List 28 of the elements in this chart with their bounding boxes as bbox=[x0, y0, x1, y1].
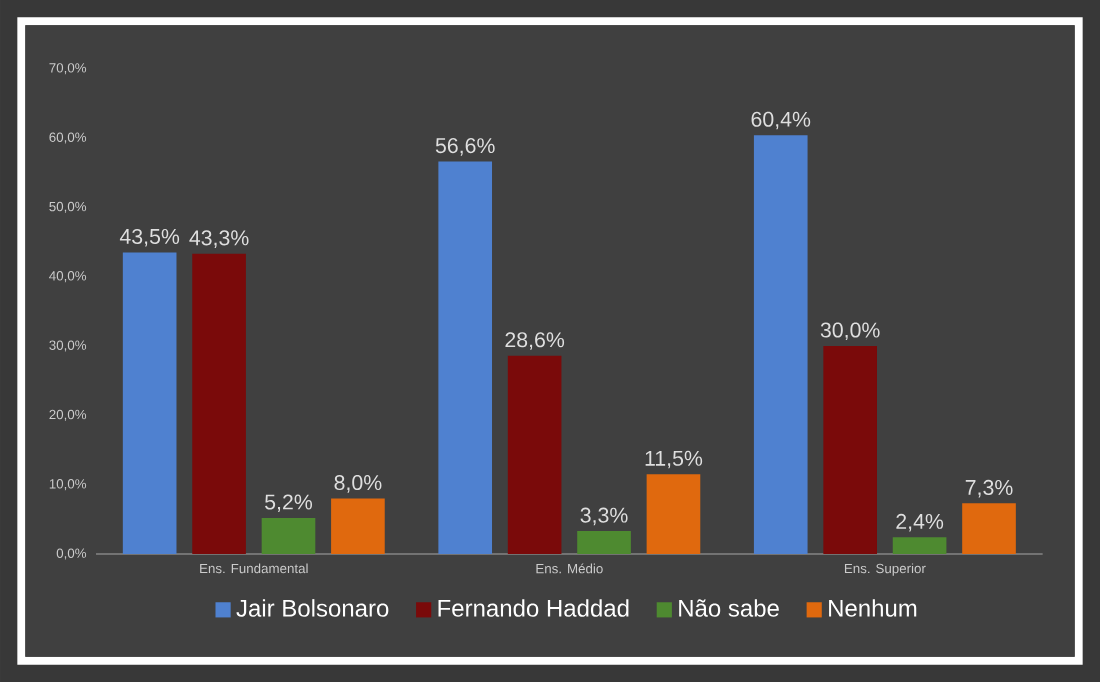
legend-label: Fernando Haddad bbox=[438, 599, 629, 617]
bar bbox=[192, 253, 246, 554]
bar bbox=[438, 161, 493, 554]
bar bbox=[753, 135, 808, 554]
data-label: 11,5% bbox=[645, 450, 703, 469]
bar bbox=[823, 345, 877, 554]
bar bbox=[331, 498, 385, 554]
bar bbox=[507, 355, 562, 554]
data-label: 30,0% bbox=[820, 322, 880, 341]
data-label: 8,0% bbox=[334, 475, 382, 493]
bar bbox=[962, 503, 1016, 554]
data-label: 43,5% bbox=[119, 228, 180, 247]
bar bbox=[577, 531, 631, 554]
data-label: 56,6% bbox=[435, 138, 495, 156]
legend-label: Não sabe bbox=[679, 599, 779, 617]
data-label: 60,4% bbox=[751, 111, 811, 130]
legend-label: Nenhum bbox=[829, 599, 917, 617]
data-label: 7,3% bbox=[965, 479, 1013, 498]
data-label: 43,3% bbox=[189, 230, 249, 248]
bar bbox=[892, 537, 947, 554]
data-label: 5,2% bbox=[265, 494, 313, 513]
data-label: 3,3% bbox=[580, 507, 628, 526]
data-label: 28,6% bbox=[505, 332, 565, 350]
bar bbox=[646, 474, 701, 554]
legend-label: Jair Bolsonaro bbox=[236, 599, 389, 617]
data-label: 2,4% bbox=[896, 513, 944, 532]
bar bbox=[261, 517, 316, 554]
bar bbox=[122, 252, 177, 554]
